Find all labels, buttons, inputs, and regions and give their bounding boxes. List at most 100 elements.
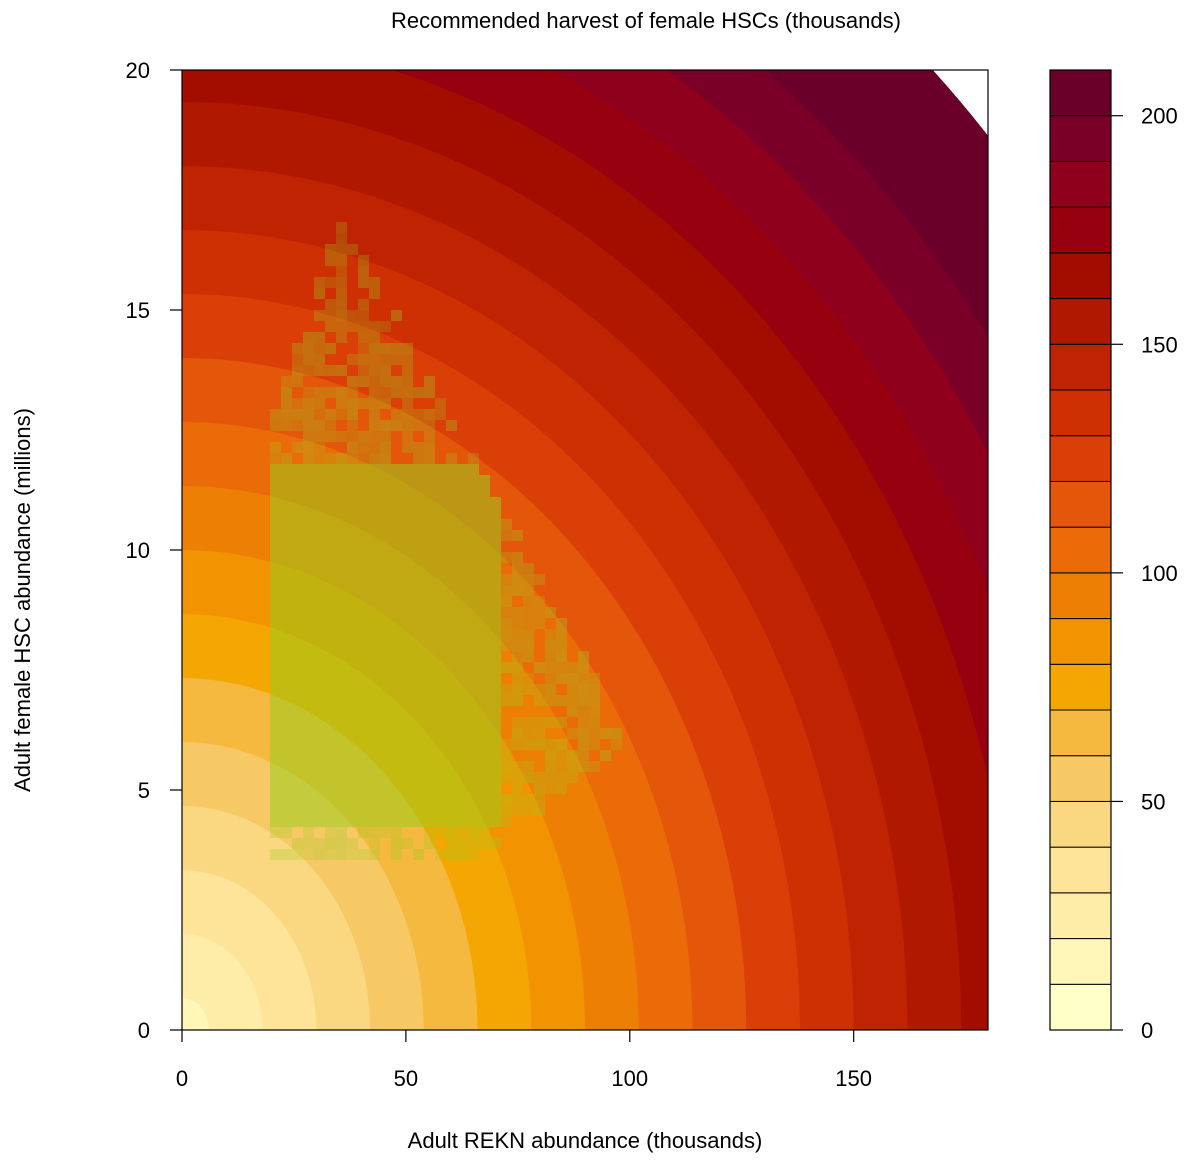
highlight-cell — [303, 530, 314, 541]
highlight-cell — [512, 629, 523, 640]
highlight-cell — [292, 706, 303, 717]
highlight-cell — [369, 684, 380, 695]
highlight-cell — [534, 662, 545, 673]
highlight-cell — [380, 607, 391, 618]
highlight-cell — [391, 739, 402, 750]
highlight-cell — [479, 739, 490, 750]
highlight-cell — [358, 783, 369, 794]
highlight-cell — [303, 695, 314, 706]
highlight-cell — [281, 849, 292, 860]
highlight-cell — [523, 596, 534, 607]
highlight-cell — [402, 574, 413, 585]
highlight-cell — [281, 629, 292, 640]
highlight-cell — [446, 794, 457, 805]
highlight-cell — [578, 651, 589, 662]
highlight-cell — [303, 750, 314, 761]
highlight-cell — [391, 728, 402, 739]
highlight-cell — [369, 387, 380, 398]
highlight-cell — [545, 651, 556, 662]
highlight-cell — [336, 266, 347, 277]
highlight-cell — [490, 684, 501, 695]
highlight-cell — [457, 596, 468, 607]
highlight-cell — [391, 838, 402, 849]
highlight-cell — [347, 475, 358, 486]
highlight-cell — [325, 717, 336, 728]
highlight-cell — [534, 717, 545, 728]
highlight-cell — [358, 629, 369, 640]
highlight-cell — [391, 508, 402, 519]
highlight-cell — [512, 684, 523, 695]
highlight-cell — [391, 805, 402, 816]
chart-title: Recommended harvest of female HSCs (thou… — [391, 8, 901, 33]
highlight-cell — [303, 684, 314, 695]
highlight-cell — [545, 695, 556, 706]
highlight-cell — [336, 574, 347, 585]
highlight-cell — [336, 486, 347, 497]
highlight-cell — [369, 673, 380, 684]
highlight-cell — [501, 662, 512, 673]
highlight-cell — [270, 497, 281, 508]
highlight-cell — [292, 684, 303, 695]
highlight-cell — [347, 552, 358, 563]
highlight-cell — [468, 519, 479, 530]
highlight-cell — [402, 717, 413, 728]
highlight-cell — [369, 563, 380, 574]
highlight-cell — [402, 585, 413, 596]
highlight-cell — [578, 717, 589, 728]
highlight-cell — [369, 409, 380, 420]
highlight-cell — [435, 486, 446, 497]
highlight-cell — [413, 409, 424, 420]
highlight-cell — [292, 816, 303, 827]
highlight-cell — [358, 816, 369, 827]
highlight-cell — [391, 563, 402, 574]
highlight-cell — [391, 761, 402, 772]
highlight-cell — [402, 376, 413, 387]
highlight-cell — [424, 651, 435, 662]
highlight-cell — [567, 662, 578, 673]
highlight-cell — [303, 387, 314, 398]
highlight-cell — [391, 343, 402, 354]
highlight-cell — [314, 695, 325, 706]
highlight-cell — [490, 519, 501, 530]
highlight-cell — [446, 772, 457, 783]
highlight-cell — [479, 497, 490, 508]
highlight-cell — [435, 398, 446, 409]
highlight-cell — [457, 530, 468, 541]
highlight-cell — [270, 783, 281, 794]
highlight-cell — [325, 596, 336, 607]
highlight-cell — [325, 453, 336, 464]
highlight-cell — [369, 629, 380, 640]
highlight-cell — [336, 585, 347, 596]
highlight-cell — [391, 849, 402, 860]
highlight-cell — [446, 541, 457, 552]
highlight-cell — [391, 497, 402, 508]
contour-band — [182, 934, 263, 1030]
highlight-cell — [490, 585, 501, 596]
highlight-cell — [501, 574, 512, 585]
highlight-cell — [446, 750, 457, 761]
highlight-cell — [435, 464, 446, 475]
highlight-cell — [347, 563, 358, 574]
highlight-cell — [424, 409, 435, 420]
highlight-cell — [314, 585, 325, 596]
highlight-cell — [358, 585, 369, 596]
highlight-cell — [281, 651, 292, 662]
highlight-cell — [292, 728, 303, 739]
highlight-cell — [534, 739, 545, 750]
highlight-cell — [435, 750, 446, 761]
highlight-cell — [512, 739, 523, 750]
highlight-cell — [314, 772, 325, 783]
highlight-cell — [347, 651, 358, 662]
colorbar-tick-label: 100 — [1141, 561, 1178, 586]
highlight-cell — [281, 761, 292, 772]
highlight-cell — [457, 607, 468, 618]
highlight-cell — [479, 673, 490, 684]
highlight-cell — [589, 695, 600, 706]
highlight-cell — [369, 486, 380, 497]
highlight-cell — [380, 750, 391, 761]
highlight-cell — [424, 530, 435, 541]
highlight-cell — [446, 783, 457, 794]
highlight-cell — [380, 651, 391, 662]
highlight-cell — [336, 607, 347, 618]
highlight-cell — [490, 508, 501, 519]
